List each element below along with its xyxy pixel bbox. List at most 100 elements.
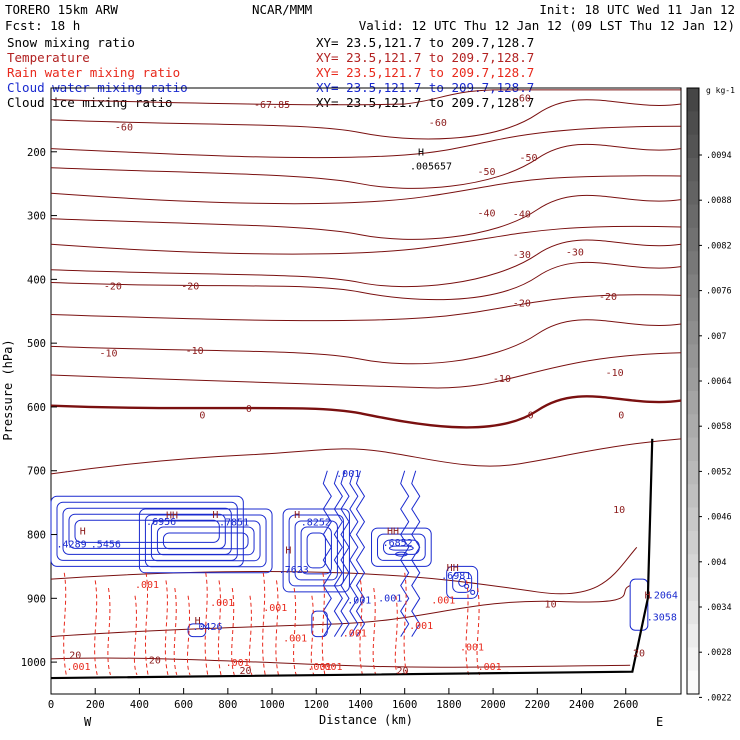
y-tick-label: 700 xyxy=(27,466,46,478)
field-cloud-ice-xy: XY= 23.5,121.7 to 209.7,128.7 xyxy=(316,95,534,110)
x-tick-label: 1000 xyxy=(259,699,284,711)
high-marker: HH xyxy=(166,511,178,522)
y-tick-label: 300 xyxy=(27,211,46,223)
cloud-water-contour xyxy=(282,508,350,593)
colorbar-segment xyxy=(687,647,699,672)
isotherm-label: -60 xyxy=(513,94,531,105)
isotherm--50 xyxy=(50,143,682,189)
isotherm-extra xyxy=(50,438,682,475)
cloud-water-cell xyxy=(349,470,359,637)
colorbar-segment xyxy=(687,297,699,322)
rain-water-contour xyxy=(186,595,191,676)
cloud-water-contour xyxy=(371,527,432,567)
colorbar-tick-label: .0064 xyxy=(706,377,732,387)
x-tick-label: 2400 xyxy=(569,699,594,711)
cloud-water-cell xyxy=(322,470,332,637)
colorbar-tick-label: .0094 xyxy=(706,151,732,161)
colorbar-segment xyxy=(687,554,699,578)
cloud-water-contours xyxy=(50,470,649,638)
rain-water-contour xyxy=(231,588,235,676)
rain-water-contour xyxy=(217,580,222,675)
x-tick-label: 1800 xyxy=(436,699,461,711)
field-legend: Snow mixing ratio XY= 23.5,121.7 to 209.… xyxy=(7,35,534,110)
colorbar-segment xyxy=(687,344,699,369)
rain-water-label: .001 xyxy=(66,662,90,673)
cloud-water-cell xyxy=(411,470,421,637)
colorbar-segment xyxy=(687,157,699,182)
isotherm-extra xyxy=(50,352,682,389)
colorbar-segment xyxy=(687,507,699,532)
isotherm-extra xyxy=(50,657,631,668)
rain-water-label: .001 xyxy=(318,662,342,673)
isotherm-label: -50 xyxy=(477,167,495,178)
colorbar-segment xyxy=(687,577,699,602)
cloud-water-contour xyxy=(300,526,332,575)
colorbar-segment xyxy=(687,414,699,439)
high-marker: H xyxy=(285,546,291,557)
isotherm-label: 10 xyxy=(545,599,557,610)
cloud-water-contour xyxy=(389,545,414,551)
x-tick-label: 0 xyxy=(48,699,54,711)
colorbar-segment xyxy=(687,321,699,345)
rain-water-contour xyxy=(403,572,408,675)
isotherm-label: -30 xyxy=(513,250,531,261)
cloud-water-contour xyxy=(150,520,261,562)
isotherm-label: 0 xyxy=(246,404,252,415)
colorbar-tick-label: .0022 xyxy=(706,693,732,703)
y-tick-label: 1000 xyxy=(21,657,46,669)
rain-water-contour xyxy=(248,595,253,676)
colorbar-tick-label: .0076 xyxy=(706,287,732,297)
cloud-water-contour xyxy=(62,507,232,555)
x-tick-label: 2200 xyxy=(525,699,550,711)
cloud-water-patch xyxy=(311,610,328,638)
cloud-water-label: .7623 xyxy=(279,565,309,576)
contour-labels: -67.85 -60 -60 -60 -50 -50 -40 -40 -30 -30 -20 -20 -… xyxy=(57,94,678,677)
cloud-water-contour xyxy=(56,501,238,561)
axes: 0 200 400 600 800 1000 1200 1400 1600 1800 2000 220… xyxy=(21,147,639,711)
terrain xyxy=(50,438,654,680)
high-marker: HH xyxy=(447,563,459,574)
isotherm-label: -10 xyxy=(606,368,624,379)
cloud-water-cell xyxy=(340,470,350,637)
field-cloud-ice-name: Cloud ice mixing ratio xyxy=(7,95,173,110)
colorbar-segment xyxy=(687,484,699,509)
rain-water-label: .001 xyxy=(226,658,250,669)
isotherm-extra xyxy=(50,89,681,106)
colorbar-segment xyxy=(687,251,699,275)
rain-water-label: .001 xyxy=(283,634,307,645)
isotherm-label: 20 xyxy=(240,666,252,677)
cloud-water-label: .3058 xyxy=(647,613,677,624)
cloud-water-contour xyxy=(458,577,467,587)
cloud-water-patch xyxy=(629,578,649,631)
cloud-water-contour xyxy=(144,514,267,568)
isotherm-label: -10 xyxy=(186,346,204,357)
isotherm--20 xyxy=(50,261,682,301)
rain-water-contour xyxy=(275,580,279,675)
isotherm-extra xyxy=(50,175,682,205)
isotherm-label: 20 xyxy=(149,656,161,667)
west-label: W xyxy=(84,715,92,729)
rain-water-label: .001 xyxy=(431,595,455,606)
isotherm-label: 20 xyxy=(633,649,645,660)
y-tick-label: 900 xyxy=(27,593,46,605)
cloud-water-contour xyxy=(446,565,479,599)
colorbar-tick-label: .0058 xyxy=(706,422,732,432)
cloud-water-label: .001 xyxy=(378,594,402,605)
cloud-water-contour xyxy=(306,532,326,569)
y-tick-label: 400 xyxy=(27,274,46,286)
cloud-water-contour xyxy=(288,514,344,587)
x-tick-label: 2000 xyxy=(480,699,505,711)
colorbar-segment xyxy=(687,530,699,555)
colorbar-segment xyxy=(687,274,699,299)
isotherm-label: -10 xyxy=(493,374,511,385)
high-marker: HH xyxy=(387,527,399,538)
terrain-line xyxy=(50,438,654,680)
forecast-hour: Fcst: 18 h xyxy=(5,18,80,33)
cloud-water-label: .6956 xyxy=(146,517,176,528)
x-tick-label: 1400 xyxy=(348,699,373,711)
header: TORERO 15km ARW NCAR/MMM Init: 18 UTC We… xyxy=(5,2,735,33)
isotherm-extra xyxy=(50,225,682,255)
temperature-contours xyxy=(50,89,682,668)
isotherm-label: 0 xyxy=(199,411,205,422)
